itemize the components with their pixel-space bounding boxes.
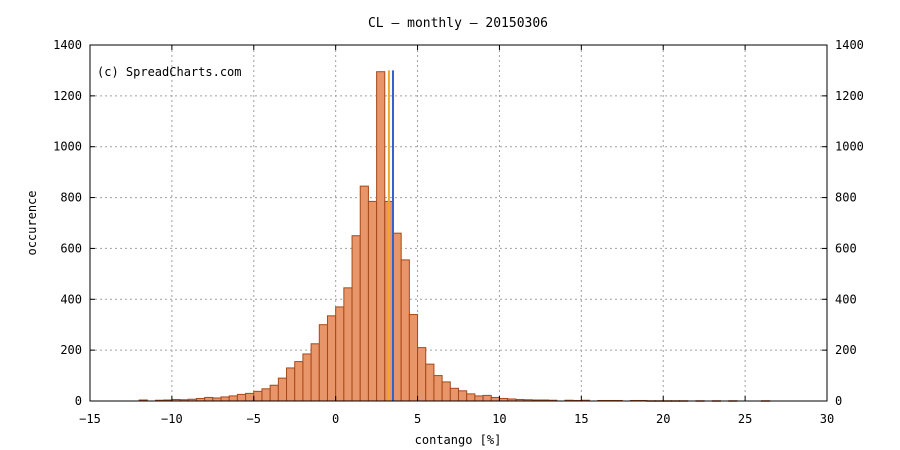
x-tick-label: 15	[574, 412, 588, 426]
histogram-bar	[376, 71, 386, 402]
plot-frame	[89, 44, 828, 402]
histogram-bar	[204, 396, 214, 402]
y-tick-label: 800	[60, 191, 82, 205]
y-tick-label-right: 200	[835, 343, 857, 357]
y-tick-label-right: 800	[835, 191, 857, 205]
histogram-bar	[425, 363, 435, 402]
histogram-bar	[277, 377, 288, 402]
y-tick-label-right: 1200	[835, 89, 864, 103]
histogram-bar	[245, 392, 255, 402]
x-tick-label: −15	[79, 412, 101, 426]
histogram-bar	[220, 396, 230, 402]
histogram-bar	[433, 375, 443, 402]
x-tick-label: 25	[738, 412, 752, 426]
histogram-bar	[228, 395, 238, 402]
y-tick-label-right: 400	[835, 292, 857, 306]
y-tick-label-right: 600	[835, 241, 857, 255]
x-tick-label: 5	[414, 412, 421, 426]
x-tick-label: −5	[247, 412, 261, 426]
histogram-bar	[417, 347, 427, 402]
x-tick-label: −10	[161, 412, 183, 426]
histogram-bar	[318, 324, 328, 402]
histogram-bar	[458, 390, 468, 402]
histogram-bar	[392, 232, 402, 402]
y-tick-label-right: 1000	[835, 140, 864, 154]
y-tick-label: 1400	[53, 38, 82, 52]
histogram-bar	[326, 315, 337, 402]
x-axis-label: contango [%]	[415, 433, 502, 447]
markers	[387, 70, 394, 401]
histogram-bar	[441, 381, 451, 402]
histogram-bar	[261, 388, 271, 402]
histogram-bar	[286, 367, 296, 402]
y-tick-label: 600	[60, 241, 82, 255]
histogram-bar	[466, 393, 476, 402]
histogram-bar	[335, 306, 345, 402]
y-tick-label: 1000	[53, 140, 82, 154]
histogram-bar	[343, 287, 353, 402]
y-tick-label: 0	[75, 394, 82, 408]
histogram-bar	[449, 387, 459, 402]
histogram-bar	[302, 353, 312, 402]
histogram-bar	[351, 235, 361, 402]
histogram-bar	[236, 393, 247, 402]
y-tick-label-right: 0	[835, 394, 842, 408]
histogram-bar	[269, 384, 279, 402]
watermark: (c) SpreadCharts.com	[97, 65, 242, 79]
y-tick-label-right: 1400	[835, 38, 864, 52]
histogram-bar	[294, 361, 304, 402]
y-axis-label: occurence	[25, 190, 39, 255]
x-tick-label: 30	[820, 412, 834, 426]
histogram-bar	[359, 185, 369, 402]
histogram-bar	[400, 259, 410, 402]
x-tick-label: 20	[656, 412, 670, 426]
histogram-bar	[408, 314, 419, 402]
histogram-bar	[490, 396, 500, 402]
y-tick-label: 1200	[53, 89, 82, 103]
chart-title: CL – monthly – 20150306	[368, 16, 548, 31]
x-tick-label: 10	[492, 412, 506, 426]
histogram-bar	[474, 395, 484, 402]
histogram-bar	[253, 390, 263, 402]
histogram-bar	[482, 394, 492, 402]
y-tick-label: 400	[60, 292, 82, 306]
y-tick-label: 200	[60, 343, 82, 357]
x-tick-label: 0	[332, 412, 339, 426]
histogram-bar	[310, 343, 320, 402]
histogram-bar	[367, 200, 378, 402]
